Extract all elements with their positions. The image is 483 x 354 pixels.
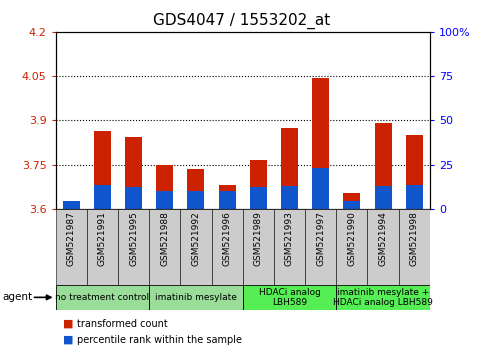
Bar	[374, 123, 392, 209]
Bar	[406, 185, 423, 209]
Bar	[336, 209, 368, 285]
Text: GSM521990: GSM521990	[347, 211, 356, 266]
Bar	[343, 193, 360, 209]
Bar	[180, 209, 212, 285]
Bar	[312, 78, 329, 209]
Bar	[63, 201, 80, 209]
Text: imatinib mesylate: imatinib mesylate	[155, 293, 237, 302]
Text: imatinib mesylate +
HDACi analog LBH589: imatinib mesylate + HDACi analog LBH589	[333, 288, 433, 307]
Bar	[125, 137, 142, 209]
Bar	[187, 169, 204, 209]
Text: transformed count: transformed count	[77, 319, 168, 329]
Text: ■: ■	[63, 319, 73, 329]
Bar	[56, 209, 87, 285]
Bar	[212, 209, 242, 285]
Text: agent: agent	[2, 292, 32, 302]
Bar	[398, 209, 430, 285]
Bar	[406, 135, 423, 209]
Bar	[281, 186, 298, 209]
Text: ■: ■	[63, 335, 73, 345]
Bar	[118, 209, 149, 285]
Bar	[156, 191, 173, 209]
Bar	[242, 209, 274, 285]
Bar	[368, 209, 398, 285]
Bar	[336, 285, 430, 310]
Bar	[218, 185, 236, 209]
Bar	[87, 209, 118, 285]
Bar	[242, 285, 336, 310]
Bar	[343, 201, 360, 209]
Bar	[274, 209, 305, 285]
Bar	[63, 207, 80, 209]
Bar	[94, 131, 111, 209]
Text: GSM521996: GSM521996	[223, 211, 232, 266]
Bar	[56, 285, 149, 310]
Text: GSM521995: GSM521995	[129, 211, 138, 266]
Text: GSM521991: GSM521991	[98, 211, 107, 266]
Text: percentile rank within the sample: percentile rank within the sample	[77, 335, 242, 345]
Bar	[374, 186, 392, 209]
Bar	[149, 285, 242, 310]
Text: GDS4047 / 1553202_at: GDS4047 / 1553202_at	[153, 12, 330, 29]
Bar	[149, 209, 180, 285]
Bar	[94, 185, 111, 209]
Bar	[156, 165, 173, 209]
Text: GSM521987: GSM521987	[67, 211, 76, 266]
Text: GSM521988: GSM521988	[160, 211, 169, 266]
Text: HDACi analog
LBH589: HDACi analog LBH589	[258, 288, 320, 307]
Text: GSM521989: GSM521989	[254, 211, 263, 266]
Bar	[250, 160, 267, 209]
Bar	[312, 167, 329, 209]
Bar	[305, 209, 336, 285]
Text: GSM521998: GSM521998	[410, 211, 419, 266]
Bar	[250, 187, 267, 209]
Text: GSM521993: GSM521993	[285, 211, 294, 266]
Text: GSM521992: GSM521992	[191, 211, 200, 266]
Bar	[125, 187, 142, 209]
Text: GSM521997: GSM521997	[316, 211, 325, 266]
Text: no treatment control: no treatment control	[55, 293, 149, 302]
Bar	[281, 128, 298, 209]
Text: GSM521994: GSM521994	[379, 211, 387, 266]
Bar	[218, 191, 236, 209]
Bar	[187, 191, 204, 209]
